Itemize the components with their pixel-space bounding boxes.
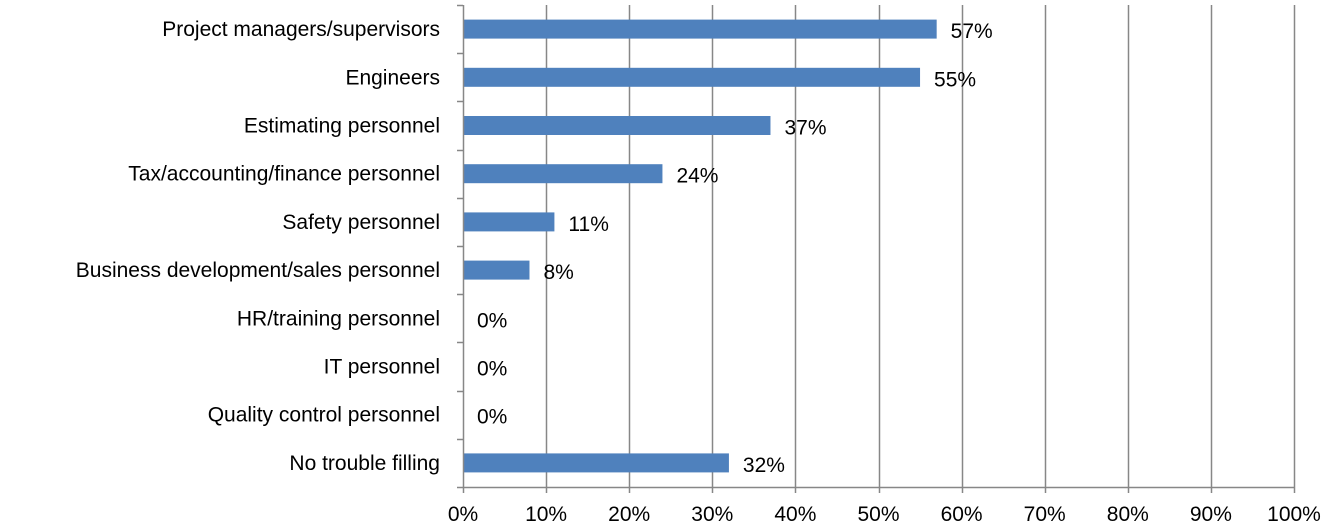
category-label: Project managers/supervisors [162, 18, 440, 41]
data-label: 57% [951, 20, 993, 43]
category-label: Estimating personnel [244, 115, 440, 138]
data-labels: 57% 55% 37% 24% 11% 8% 0% 0% 0% 32% [477, 20, 993, 477]
bars [464, 19, 937, 473]
category-label: No trouble filling [289, 452, 440, 475]
x-tick-label: 40% [774, 503, 816, 526]
category-label: Tax/accounting/finance personnel [128, 163, 440, 186]
bar [464, 212, 555, 232]
category-label: HR/training personnel [237, 307, 440, 330]
x-tick-labels: 0% 10% 20% 30% 40% 50% 60% 70% 80% 90% 100% [448, 503, 1321, 526]
bar [464, 260, 530, 280]
category-label: IT personnel [324, 356, 440, 379]
x-tick-label: 10% [525, 503, 567, 526]
axes [457, 4, 1296, 493]
data-label: 32% [743, 454, 785, 477]
category-label: Business development/sales personnel [76, 259, 440, 282]
category-label: Quality control personnel [208, 404, 440, 427]
x-tick-label: 80% [1107, 503, 1149, 526]
category-label: Safety personnel [282, 211, 440, 234]
bar [464, 116, 771, 135]
data-label: 0% [477, 358, 507, 381]
x-tick-label: 0% [448, 503, 478, 526]
x-tick-label: 20% [608, 503, 650, 526]
x-tick-label: 100% [1267, 503, 1321, 526]
x-tick-label: 50% [857, 503, 899, 526]
x-tick-label: 30% [691, 503, 733, 526]
bar [464, 453, 729, 473]
bar [464, 19, 937, 39]
bar [464, 67, 921, 87]
bar [464, 164, 663, 184]
category-label: Engineers [345, 66, 440, 89]
data-label: 37% [784, 117, 826, 140]
data-label: 11% [568, 213, 608, 236]
data-label: 8% [543, 261, 573, 284]
data-label: 24% [676, 165, 718, 188]
x-tick-label: 60% [941, 503, 983, 526]
data-label: 0% [477, 406, 507, 429]
data-label: 0% [477, 309, 507, 332]
category-labels: Project managers/supervisors Engineers Est… [76, 18, 440, 475]
data-label: 55% [934, 68, 976, 91]
x-tick-label: 90% [1190, 503, 1232, 526]
x-tick-label: 70% [1024, 503, 1066, 526]
